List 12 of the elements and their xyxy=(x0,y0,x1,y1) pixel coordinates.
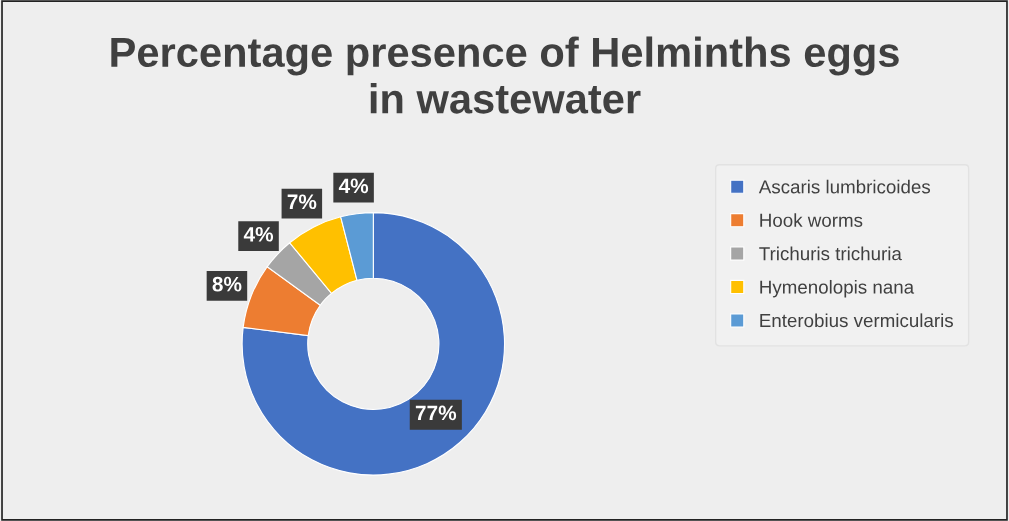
legend-label: Enterobius vermicularis xyxy=(760,313,953,328)
data-label: 8% xyxy=(212,276,242,292)
legend-label: Ascaris lumbricoides xyxy=(758,179,931,194)
chart-title: Percentage presence of Helminths eggs in wastewater xyxy=(111,36,899,114)
legend-label: Hook worms xyxy=(760,213,863,227)
data-label: 4% xyxy=(338,178,369,194)
data-label: 7% xyxy=(287,194,317,210)
legend-label: Hymenolopis nana xyxy=(760,279,915,298)
data-label: 4% xyxy=(243,226,274,242)
data-label: 77% xyxy=(415,405,457,421)
donut-slice xyxy=(241,212,506,476)
legend-label: Trichuris trichuria xyxy=(759,246,902,261)
